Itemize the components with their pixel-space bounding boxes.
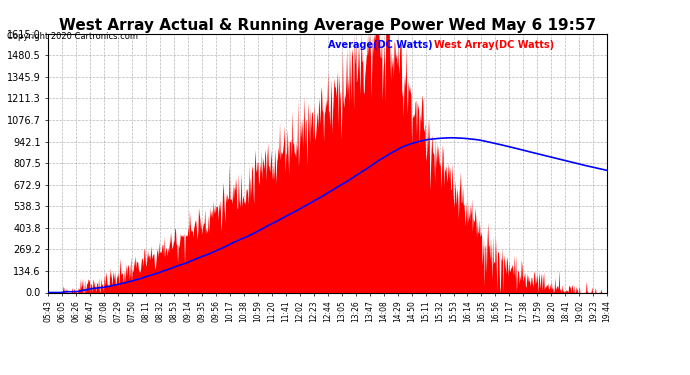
Title: West Array Actual & Running Average Power Wed May 6 19:57: West Array Actual & Running Average Powe… xyxy=(59,18,596,33)
Text: West Array(DC Watts): West Array(DC Watts) xyxy=(434,40,554,50)
Text: Average(DC Watts): Average(DC Watts) xyxy=(328,40,433,50)
Text: Copyright 2020 Cartronics.com: Copyright 2020 Cartronics.com xyxy=(7,32,138,41)
